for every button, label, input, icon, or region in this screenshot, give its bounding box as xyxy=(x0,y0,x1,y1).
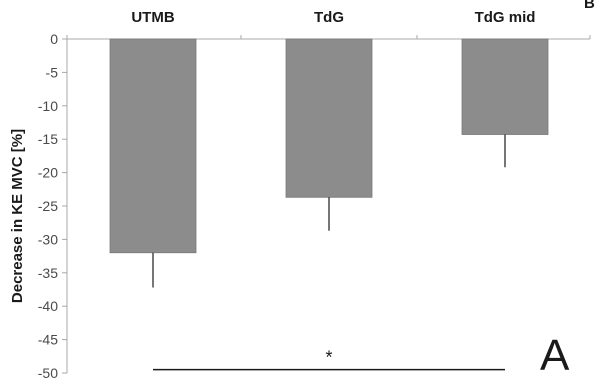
bar-utmb xyxy=(109,38,197,254)
significance-label: * xyxy=(325,348,332,368)
y-tick-label: -30 xyxy=(38,231,58,247)
y-tick-label: -5 xyxy=(46,64,59,80)
y-tick-label: -15 xyxy=(38,131,58,147)
y-tick-label: -45 xyxy=(38,332,58,348)
category-label: TdG xyxy=(314,9,344,26)
panel-label: A xyxy=(540,331,570,380)
y-axis-label: Decrease in KE MVC [%] xyxy=(9,129,26,303)
bars xyxy=(109,38,549,254)
y-tick-label: -50 xyxy=(38,365,58,381)
y-ticks: 0 -5 -10 -15 -20 -25 -30 -35 -40 -45 -50 xyxy=(38,31,67,381)
category-label: TdG mid xyxy=(475,9,536,26)
y-tick-label: -25 xyxy=(38,198,58,214)
corner-text: B xyxy=(584,0,595,12)
category-labels: UTMB TdG TdG mid xyxy=(131,9,535,26)
y-tick-label: -10 xyxy=(38,98,58,114)
category-label: UTMB xyxy=(131,9,174,26)
y-tick-label: -35 xyxy=(38,265,58,281)
error-bars xyxy=(152,134,506,288)
y-tick-label: -40 xyxy=(38,298,58,314)
bar-tdg xyxy=(285,38,373,198)
bar-tdg-mid xyxy=(461,38,549,135)
y-tick-label: 0 xyxy=(50,31,58,47)
y-tick-label: -20 xyxy=(38,165,58,181)
